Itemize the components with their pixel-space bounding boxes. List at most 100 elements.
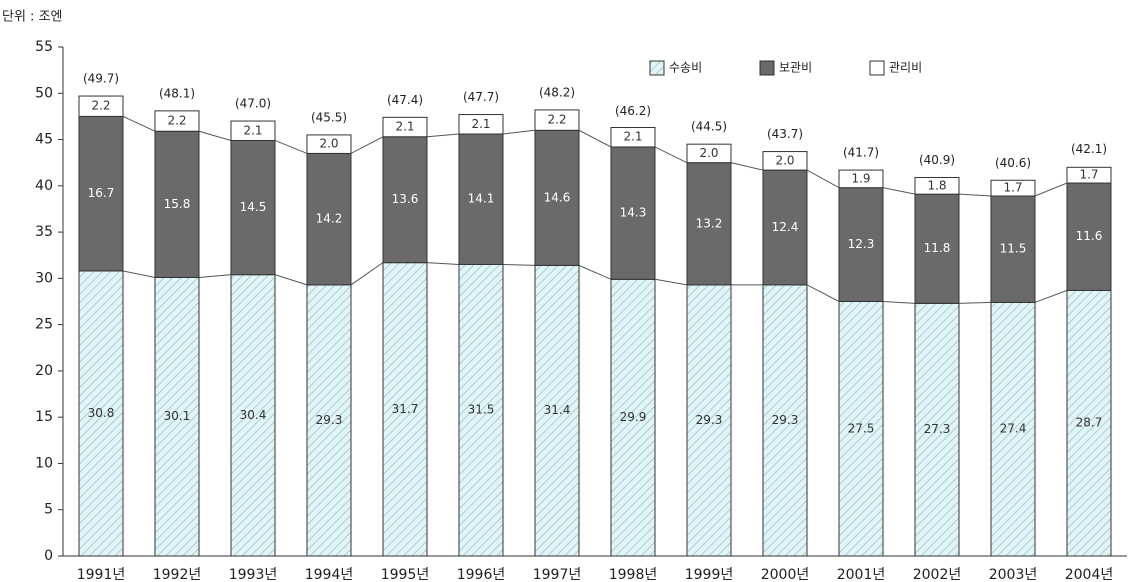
x-tick-label: 1998년 [609,567,658,582]
total-label: (48.2) [539,85,575,99]
bar-segment [230,274,276,557]
bar-segment [78,95,124,117]
x-tick-label: 1994년 [305,567,354,582]
data-label: 2.1 [471,117,490,131]
bar-segment [610,127,656,148]
bar-segment [78,270,124,557]
data-label: 2.1 [243,123,262,137]
bar-segment [458,114,504,135]
bar-segment [534,264,580,557]
y-tick-label: 35 [35,224,53,240]
bar-segment [914,193,960,304]
bar-segment [762,151,808,171]
bar-segment [306,284,352,557]
data-label: 1.7 [1003,181,1022,195]
bar-segment [154,130,200,278]
bar-segment [458,263,504,557]
bar-segment [154,110,200,132]
data-label: 13.2 [696,216,723,230]
total-label: (40.9) [919,153,955,167]
data-label: 12.3 [848,237,875,251]
total-label: (47.4) [387,93,423,107]
total-label: (42.1) [1071,142,1107,156]
data-label: 28.7 [1076,416,1103,430]
bar-segment [1066,182,1112,291]
bar-segment [230,139,276,276]
x-tick-label: 1996년 [457,567,506,582]
data-label: 2.2 [167,114,186,128]
data-label: 16.7 [88,186,115,200]
data-label: 13.6 [392,192,419,206]
bar-segment [534,109,580,131]
total-label: (45.5) [311,110,347,124]
total-label: (41.7) [843,146,879,160]
data-label: 2.2 [547,113,566,127]
bar-segment [838,187,884,303]
data-label: 1.9 [851,171,870,185]
bar-segment [838,169,884,189]
bar-segment [990,179,1036,197]
x-tick-label: 1999년 [685,567,734,582]
y-tick-label: 50 [35,85,53,101]
data-label: 29.9 [620,410,647,424]
bar-segment [686,284,732,557]
y-tick-label: 0 [44,548,53,564]
data-label: 2.0 [775,153,794,167]
y-tick-label: 20 [35,363,53,379]
data-label: 27.5 [848,421,875,435]
unit-label: 단위 : 조엔 [2,10,63,25]
data-label: 2.0 [319,137,338,151]
data-label: 30.1 [164,409,191,423]
total-label: (40.6) [995,156,1031,170]
data-label: 30.8 [88,406,115,420]
data-label: 31.5 [468,403,495,417]
data-label: 11.5 [1000,242,1027,256]
data-label: 1.8 [927,178,946,192]
bar-segment [1066,166,1112,184]
bar-segment [610,278,656,557]
x-tick-label: 1997년 [533,567,582,582]
total-label: (46.2) [615,104,651,118]
x-tick-label: 1991년 [77,567,126,582]
bar-segment [382,136,428,264]
bar-segment [914,302,960,557]
bar-segment [306,152,352,286]
y-tick-label: 5 [44,502,53,518]
data-label: 14.2 [316,212,343,226]
y-tick-label: 15 [35,409,53,425]
bar-segment [306,134,352,154]
y-tick-label: 25 [35,317,53,333]
bar-segment [762,284,808,557]
bar-segment [686,143,732,164]
data-label: 29.3 [696,413,723,427]
x-tick-label: 2002년 [913,567,962,582]
total-label: (44.5) [691,120,727,134]
data-label: 29.3 [316,413,343,427]
data-label: 2.1 [395,120,414,134]
x-tick-label: 2004년 [1065,567,1114,582]
total-label: (43.7) [767,127,803,141]
data-label: 29.3 [772,413,799,427]
bar-segment [1066,289,1112,557]
y-tick-label: 10 [35,455,53,471]
data-label: 11.8 [924,241,951,255]
legend-swatch [869,60,885,76]
x-tick-label: 1995년 [381,567,430,582]
y-tick-label: 55 [35,39,53,55]
x-tick-label: 1993년 [229,567,278,582]
bar-segment [914,176,960,195]
bar-segment [78,115,124,272]
bar-segment [762,169,808,286]
data-label: 2.1 [623,130,642,144]
legend-swatch [759,60,775,76]
bar-segment [534,129,580,266]
data-label: 12.4 [772,220,799,234]
bar-segment [458,133,504,265]
data-label: 14.1 [468,192,495,206]
data-label: 27.4 [1000,422,1027,436]
bar-segment [382,116,428,138]
y-tick-label: 30 [35,270,53,286]
x-tick-label: 2000년 [761,567,810,582]
data-label: 1.7 [1079,168,1098,182]
